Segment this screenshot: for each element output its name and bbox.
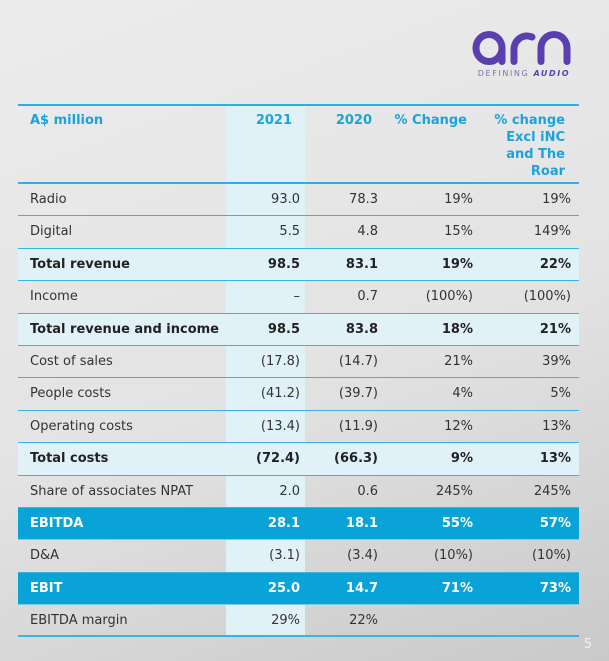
value-2020: 4.8 <box>357 224 378 240</box>
value-2021: (13.4) <box>260 418 300 434</box>
pct-change: 55% <box>441 515 473 531</box>
financial-table: A$ million 2021 2020 % Change % change E… <box>18 104 579 638</box>
highlight-column-2021 <box>226 104 305 636</box>
pct-change: 21% <box>444 353 473 369</box>
value-2020: 18.1 <box>345 515 378 531</box>
table-row: D&A (3.1) (3.4) (10%) (10%) <box>18 540 579 573</box>
value-2020: 14.7 <box>345 580 378 596</box>
table-row: EBITDA 28.1 18.1 55% 57% <box>18 507 579 541</box>
value-2020: 78.3 <box>349 192 378 207</box>
pct-change: (100%) <box>425 289 473 305</box>
pct-change: (10%) <box>433 548 473 564</box>
row-label: Operating costs <box>30 418 133 434</box>
pct-change-excl: 73% <box>539 580 571 596</box>
logo-tagline: DEFINING AUDIO <box>477 69 571 78</box>
table-row: EBIT 25.0 14.7 71% 73% <box>18 572 579 606</box>
header-2020: 2020 <box>335 113 372 128</box>
table-row: Total revenue 98.5 83.1 19% 22% <box>18 248 579 282</box>
row-label: Digital <box>30 224 73 240</box>
header-line: % change <box>494 113 565 128</box>
value-2021: (17.8) <box>260 353 300 369</box>
header-line: Excl iNC <box>506 130 565 145</box>
pct-change-excl: 245% <box>533 483 571 499</box>
table-row: Cost of sales (17.8) (14.7) 21% 39% <box>18 346 579 379</box>
pct-change-excl: 13% <box>542 418 571 434</box>
table-row: Operating costs (13.4) (11.9) 12% 13% <box>18 411 579 444</box>
value-2020: 22% <box>349 613 378 629</box>
page-number: 5 <box>583 637 592 652</box>
pct-change: 19% <box>444 192 473 207</box>
table-row: Total costs (72.4) (66.3) 9% 13% <box>18 443 579 476</box>
pct-change-excl: 5% <box>550 386 571 402</box>
row-label: EBIT <box>30 580 63 596</box>
row-label: EBITDA <box>30 515 84 531</box>
row-label: D&A <box>30 548 60 564</box>
row-label: Cost of sales <box>30 353 113 369</box>
row-label: People costs <box>30 386 112 402</box>
value-2020: 0.6 <box>357 483 378 499</box>
value-2020: 0.7 <box>357 289 378 305</box>
value-2020: (11.9) <box>338 418 378 434</box>
pct-change-excl: 13% <box>539 451 571 467</box>
header-pct-change: % Change <box>394 113 468 128</box>
row-label: Share of associates NPAT <box>30 483 194 499</box>
value-2021: 29% <box>271 613 300 629</box>
value-2021: 5.5 <box>279 224 300 240</box>
table-row: People costs (41.2) (39.7) 4% 5% <box>18 378 579 411</box>
value-2021: 98.5 <box>267 321 300 337</box>
pct-change: 19% <box>441 256 473 272</box>
row-label: Radio <box>30 192 67 207</box>
table-header: A$ million 2021 2020 % Change % change E… <box>18 104 579 184</box>
pct-change: 71% <box>441 580 473 596</box>
value-2021: 98.5 <box>267 256 300 272</box>
value-2020: 83.8 <box>345 321 378 337</box>
row-label: Income <box>30 289 78 305</box>
value-2021: (72.4) <box>256 451 300 467</box>
header-pct-change-excl: % change Excl iNC and The Roar <box>494 112 565 180</box>
value-2021: 25.0 <box>267 580 300 596</box>
header-line: Roar <box>530 164 565 179</box>
value-2021: 28.1 <box>267 515 300 531</box>
pct-change: 245% <box>435 483 473 499</box>
pct-change-excl: 22% <box>539 256 571 272</box>
value-2020: (66.3) <box>334 451 378 467</box>
pct-change: 9% <box>450 451 473 467</box>
value-2021: (3.1) <box>269 548 300 564</box>
row-label: Total costs <box>30 451 109 467</box>
arn-logo-mark <box>472 31 571 65</box>
table-row: EBITDA margin 29% 22% <box>18 605 579 638</box>
value-2021: (41.2) <box>260 386 300 402</box>
row-label: Total revenue <box>30 256 130 272</box>
value-2020: (39.7) <box>338 386 378 402</box>
pct-change: 12% <box>444 418 473 434</box>
value-2021: – <box>293 289 301 305</box>
table-row: Radio 93.0 78.3 19% 19% <box>18 184 579 217</box>
table-row: Income – 0.7 (100%) (100%) <box>18 281 579 314</box>
pct-change: 15% <box>444 224 473 240</box>
value-2020: (3.4) <box>347 548 378 564</box>
pct-change: 4% <box>452 386 473 402</box>
pct-change-excl: 21% <box>539 321 571 337</box>
pct-change-excl: 57% <box>539 515 571 531</box>
pct-change-excl: (100%) <box>523 289 571 305</box>
value-2020: (14.7) <box>338 353 378 369</box>
table-row: Total revenue and income 98.5 83.8 18% 21% <box>18 313 579 346</box>
row-label: EBITDA margin <box>30 613 128 629</box>
header-2021: 2021 <box>255 113 292 128</box>
pct-change-excl: (10%) <box>531 548 571 564</box>
header-label: A$ million <box>30 113 104 128</box>
header-line: and The <box>506 147 565 162</box>
pct-change-excl: 39% <box>542 353 571 369</box>
table-row: Digital 5.5 4.8 15% 149% <box>18 216 579 249</box>
value-2020: 83.1 <box>345 256 378 272</box>
arn-logo: DEFINING AUDIO <box>469 26 579 78</box>
table-row: Share of associates NPAT 2.0 0.6 245% 245% <box>18 476 579 508</box>
value-2021: 2.0 <box>279 483 300 499</box>
pct-change-excl: 19% <box>542 192 571 207</box>
pct-change-excl: 149% <box>533 224 571 240</box>
value-2021: 93.0 <box>271 192 300 207</box>
row-label: Total revenue and income <box>30 321 219 337</box>
pct-change: 18% <box>441 321 473 337</box>
